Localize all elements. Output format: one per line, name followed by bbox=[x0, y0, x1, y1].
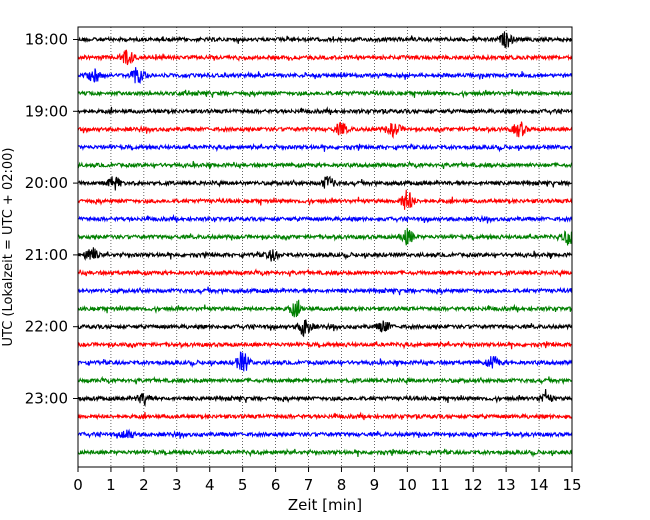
trace-line bbox=[77, 447, 573, 458]
trace-line bbox=[77, 175, 573, 191]
trace-line bbox=[77, 160, 573, 170]
trace-line bbox=[77, 227, 573, 246]
x-tick-label: 4 bbox=[205, 476, 215, 494]
trace-line bbox=[77, 106, 573, 116]
x-tick-label: 3 bbox=[172, 476, 182, 494]
trace-line bbox=[77, 319, 573, 338]
y-tick-label: 18:00 bbox=[25, 31, 68, 49]
x-axis: 0 1 2 3 4 5 6 7 8 9 10 11 12 13 14 15 bbox=[73, 467, 582, 494]
x-tick-label: 9 bbox=[370, 476, 380, 494]
x-tick-label: 5 bbox=[238, 476, 248, 494]
y-axis-label: UTC (Lokalzeit = UTC + 02:00) bbox=[1, 148, 16, 347]
y-axis: 18:00 19:00 20:00 21:00 22:00 23:00 bbox=[25, 31, 78, 408]
trace-line bbox=[77, 286, 573, 296]
trace-line bbox=[77, 428, 573, 440]
x-tick-label: 7 bbox=[304, 476, 314, 494]
x-tick-label: 12 bbox=[464, 476, 483, 494]
y-tick-label: 22:00 bbox=[25, 318, 68, 336]
x-tick-label: 14 bbox=[530, 476, 549, 494]
x-tick-label: 6 bbox=[271, 476, 281, 494]
x-tick-label: 0 bbox=[73, 476, 83, 494]
trace-line bbox=[77, 49, 573, 66]
x-tick-label: 8 bbox=[337, 476, 347, 494]
trace-line bbox=[77, 389, 573, 407]
grid-layer bbox=[110, 27, 540, 467]
x-tick-label: 11 bbox=[431, 476, 450, 494]
trace-line bbox=[77, 189, 573, 210]
trace-line bbox=[77, 247, 573, 262]
trace-line bbox=[77, 268, 573, 278]
y-tick-label: 21:00 bbox=[25, 246, 68, 264]
y-tick-label: 20:00 bbox=[25, 174, 68, 192]
trace-line bbox=[77, 67, 573, 84]
plot-frame bbox=[77, 26, 573, 468]
trace-line bbox=[77, 351, 573, 372]
trace-line bbox=[77, 89, 573, 99]
trace-line bbox=[77, 31, 573, 48]
trace-line bbox=[77, 121, 573, 139]
y-tick-label: 19:00 bbox=[25, 102, 68, 120]
trace-line bbox=[77, 375, 573, 386]
x-axis-label: Zeit [min] bbox=[288, 496, 362, 514]
x-tick-label: 13 bbox=[497, 476, 516, 494]
trace-line bbox=[77, 142, 573, 153]
trace-line bbox=[77, 213, 573, 224]
y-tick-label: 23:00 bbox=[25, 390, 68, 408]
trace-line bbox=[77, 411, 573, 421]
x-tick-label: 10 bbox=[398, 476, 417, 494]
trace-layer bbox=[77, 31, 573, 458]
x-tick-label: 15 bbox=[562, 476, 581, 494]
trace-line bbox=[77, 340, 573, 350]
x-tick-label: 2 bbox=[139, 476, 149, 494]
x-tick-label: 1 bbox=[106, 476, 116, 494]
trace-line bbox=[77, 299, 573, 318]
